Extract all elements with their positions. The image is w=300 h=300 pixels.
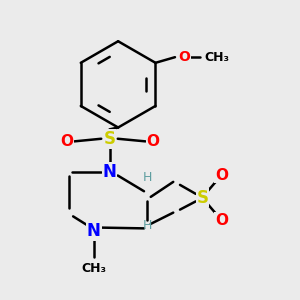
Text: CH₃: CH₃ xyxy=(204,51,229,64)
Text: N: N xyxy=(103,163,116,181)
Text: N: N xyxy=(87,222,101,240)
Text: O: O xyxy=(215,213,228,228)
Text: O: O xyxy=(146,134,160,149)
Text: S: S xyxy=(196,189,208,207)
Text: O: O xyxy=(60,134,73,149)
Text: O: O xyxy=(178,50,190,64)
Text: H: H xyxy=(142,171,152,184)
Text: H: H xyxy=(142,219,152,232)
Text: CH₃: CH₃ xyxy=(81,262,106,275)
Text: O: O xyxy=(215,168,228,183)
Text: S: S xyxy=(103,130,116,148)
